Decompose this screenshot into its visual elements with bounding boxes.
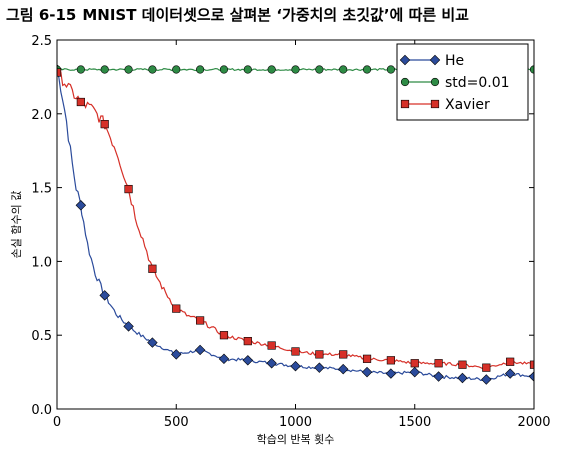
x-tick-label: 0 — [53, 415, 61, 430]
point-he — [194, 344, 206, 356]
point-he — [290, 360, 301, 372]
point-std-0-01 — [100, 65, 109, 74]
y-tick-label: 0.0 — [31, 403, 52, 418]
point-he — [314, 362, 325, 373]
x-tick-label: 1000 — [279, 415, 312, 430]
point-he — [385, 368, 397, 379]
legend-entry-std-0-01: std=0.01 — [400, 75, 510, 91]
y-tick-label: 2.5 — [31, 34, 52, 49]
point-xavier — [458, 360, 467, 369]
point-std-0-01 — [267, 65, 276, 74]
x-tick-label: 2000 — [517, 415, 550, 430]
point-xavier — [124, 184, 133, 194]
y-tick-label: 1.5 — [31, 182, 52, 197]
point-xavier — [267, 341, 276, 350]
point-he — [147, 337, 158, 348]
point-xavier — [196, 316, 205, 325]
point-xavier — [482, 363, 491, 372]
y-tick-label: 1.0 — [31, 255, 52, 270]
point-xavier — [315, 350, 324, 359]
point-std-0-01 — [362, 65, 372, 74]
point-xavier — [219, 331, 229, 340]
point-he — [457, 372, 468, 384]
x-axis-label: 학습의 반복 횟수 — [257, 433, 335, 446]
x-tick-label: 500 — [164, 415, 189, 430]
point-he — [123, 321, 134, 332]
point-xavier — [339, 350, 348, 359]
point-he — [481, 374, 492, 385]
point-xavier — [529, 360, 534, 369]
point-std-0-01 — [196, 65, 205, 74]
y-axis-label: 손실 함수의 값 — [10, 191, 23, 259]
point-std-0-01 — [529, 65, 534, 74]
point-he — [218, 353, 230, 365]
point-std-0-01 — [291, 65, 300, 74]
legend-marker — [399, 54, 411, 66]
y-tick-label: 0.5 — [31, 329, 52, 344]
point-he — [433, 371, 444, 382]
point-std-0-01 — [172, 65, 181, 74]
point-xavier — [410, 359, 419, 368]
point-xavier — [172, 304, 181, 313]
point-xavier — [100, 120, 109, 129]
point-he — [99, 290, 110, 301]
y-tick-label: 2.0 — [31, 108, 52, 123]
series-xavier — [57, 68, 534, 372]
point-xavier — [434, 359, 443, 368]
legend-marker — [400, 99, 410, 109]
figure-caption: 그림 6-15 MNIST 데이터셋으로 살펴본 ‘가중치의 초깃값’에 따른 비… — [6, 4, 469, 25]
point-xavier — [506, 357, 515, 366]
point-he — [337, 363, 349, 375]
point-xavier — [386, 356, 396, 365]
point-std-0-01 — [219, 65, 229, 74]
point-std-0-01 — [386, 65, 396, 74]
legend-marker — [400, 77, 410, 87]
point-he — [409, 366, 420, 378]
point-xavier — [362, 354, 372, 363]
legend-entry-he: He — [399, 53, 464, 69]
point-he — [171, 349, 182, 360]
legend: He std=0.01 Xavier — [396, 43, 529, 121]
point-std-0-01 — [76, 65, 85, 74]
point-he — [266, 358, 277, 369]
point-he — [242, 355, 254, 366]
point-std-0-01 — [148, 65, 157, 74]
legend-marker — [429, 54, 441, 66]
legend-marker — [430, 77, 440, 87]
point-std-0-01 — [339, 65, 348, 74]
x-tick-label: 1500 — [398, 415, 431, 430]
figure-title: MNIST 데이터셋으로 살펴본 ‘가중치의 초깃값’에 따른 비교 — [82, 6, 469, 24]
point-xavier — [76, 97, 85, 107]
point-xavier — [291, 347, 300, 356]
point-std-0-01 — [315, 65, 324, 74]
legend-label: Xavier — [445, 97, 490, 113]
point-xavier — [243, 337, 252, 346]
point-he — [361, 366, 373, 378]
point-he — [528, 371, 534, 382]
point-std-0-01 — [243, 65, 252, 74]
figure-number: 그림 6-15 — [6, 6, 77, 24]
legend-marker — [430, 99, 440, 109]
point-he — [75, 200, 87, 211]
legend-entry-xavier: Xavier — [400, 97, 490, 113]
legend-label: std=0.01 — [445, 75, 510, 91]
point-xavier — [148, 264, 157, 273]
point-std-0-01 — [124, 65, 133, 74]
point-he — [504, 368, 516, 379]
legend-label: He — [445, 53, 464, 69]
